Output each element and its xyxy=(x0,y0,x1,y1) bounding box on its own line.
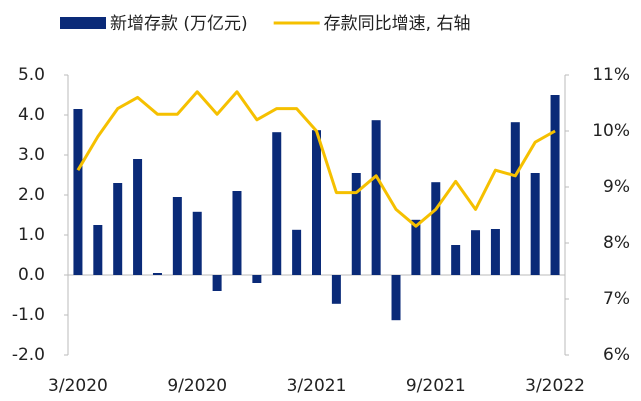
y-tick-label: 2.0 xyxy=(18,185,45,205)
bar xyxy=(351,173,361,275)
legend-swatch xyxy=(60,17,106,29)
y2-tick-label: 8% xyxy=(603,233,630,253)
bar xyxy=(172,197,182,275)
bar xyxy=(411,219,421,275)
x-tick-label: 9/2021 xyxy=(406,376,466,396)
y2-tick-label: 9% xyxy=(603,177,630,197)
bar xyxy=(490,229,500,275)
bar xyxy=(471,230,481,275)
x-tick-label: 3/2021 xyxy=(287,376,347,396)
y2-tick-label: 11% xyxy=(592,65,630,85)
bar xyxy=(292,229,302,275)
bar xyxy=(113,183,123,275)
bar xyxy=(431,182,441,275)
y-tick-label: -1.0 xyxy=(12,305,45,325)
y-tick-label: 1.0 xyxy=(18,225,45,245)
bar xyxy=(252,275,262,283)
bar xyxy=(73,109,83,275)
y2-tick-label: 10% xyxy=(592,121,630,141)
y-tick-label: 0.0 xyxy=(18,265,45,285)
y-tick-label: 5.0 xyxy=(18,65,45,85)
bar xyxy=(133,159,143,275)
bar xyxy=(152,273,162,275)
x-tick-label: 9/2020 xyxy=(167,376,227,396)
bar xyxy=(510,122,520,275)
bar xyxy=(312,130,321,275)
x-tick-label: 3/2020 xyxy=(48,376,108,396)
bar xyxy=(232,191,242,275)
line xyxy=(76,90,556,228)
legend-label: 新增存款 (万亿元) xyxy=(110,14,248,34)
bar xyxy=(451,245,461,275)
y-tick-label: 3.0 xyxy=(18,145,45,165)
y-tick-label: -2.0 xyxy=(12,345,45,365)
x-tick-label: 3/2022 xyxy=(525,376,585,396)
bar xyxy=(272,132,282,275)
bar xyxy=(371,120,381,275)
legend-label: 存款同比增速, 右轴 xyxy=(324,14,471,34)
bar xyxy=(93,225,103,275)
bar xyxy=(391,275,401,321)
bar xyxy=(550,95,560,275)
y2-tick-label: 7% xyxy=(603,289,630,309)
bar xyxy=(331,275,341,304)
y2-tick-label: 6% xyxy=(603,345,630,365)
bar xyxy=(212,275,222,291)
y-tick-label: 4.0 xyxy=(18,105,45,125)
bar xyxy=(192,211,202,275)
bar xyxy=(530,173,540,275)
